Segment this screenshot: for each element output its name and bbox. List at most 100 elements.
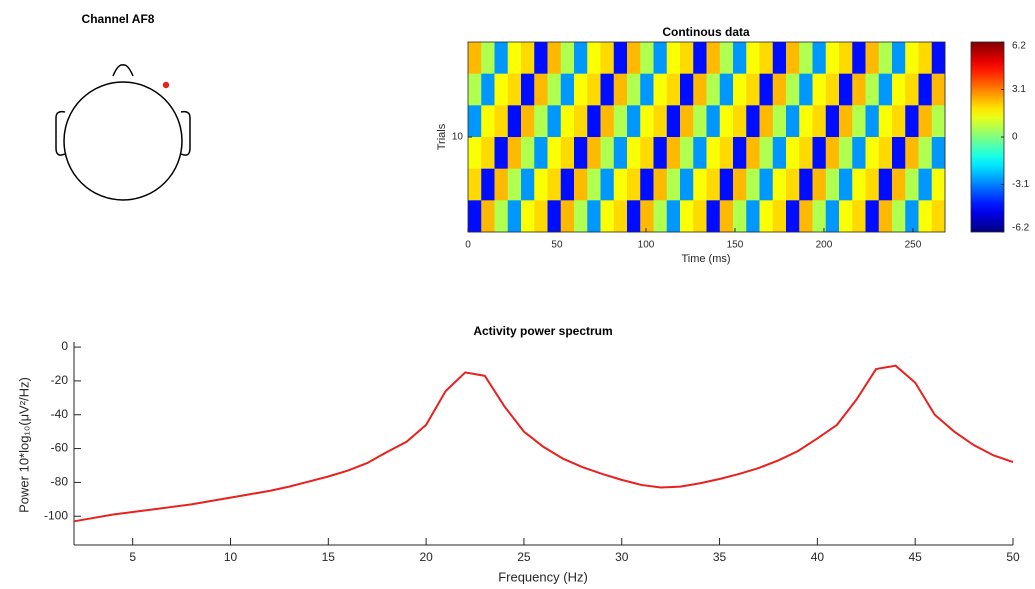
- heat-cell: [852, 200, 866, 233]
- heat-cell: [892, 42, 906, 74]
- x-tick-label: 150: [727, 240, 744, 251]
- y-tick-label: -80: [51, 475, 69, 489]
- heat-cell: [481, 73, 495, 106]
- heat-cell: [613, 105, 628, 138]
- heat-cell: [892, 137, 906, 169]
- heat-cell: [786, 200, 800, 233]
- heat-cell: [719, 168, 734, 201]
- heat-cell: [865, 105, 880, 138]
- heat-cell: [918, 73, 933, 106]
- heat-cell: [918, 200, 933, 233]
- heat-cell: [666, 137, 681, 169]
- heat-cell: [839, 200, 853, 233]
- heat-cell: [653, 73, 668, 106]
- topo-title: Channel AF8: [82, 12, 155, 26]
- heat-cell: [878, 137, 893, 169]
- heat-cell: [613, 137, 628, 169]
- heat-cell: [521, 137, 535, 169]
- heat-cell: [587, 42, 601, 74]
- heat-cell: [706, 42, 721, 74]
- heat-cell: [680, 42, 694, 74]
- x-tick-label: 200: [816, 240, 833, 251]
- heat-cell: [640, 137, 654, 169]
- colorbar-tick-label: 3.1: [1012, 84, 1026, 95]
- y-tick-label: 10: [452, 132, 464, 143]
- colorbar-tick-label: 6.2: [1012, 41, 1026, 52]
- x-tick-label: 10: [224, 550, 238, 564]
- heat-cell: [481, 168, 495, 201]
- heat-cell: [653, 168, 668, 201]
- heat-cell: [680, 105, 694, 138]
- heat-cell: [547, 105, 562, 138]
- heat-cell: [892, 200, 906, 233]
- heat-cell: [733, 73, 747, 106]
- heat-cell: [468, 168, 482, 201]
- heat-cell: [759, 73, 774, 106]
- heat-cell: [680, 168, 694, 201]
- heat-cell: [905, 137, 919, 169]
- heat-cell: [600, 168, 615, 201]
- heat-cell: [746, 42, 760, 74]
- heat-cell: [719, 137, 734, 169]
- x-tick-label: 20: [419, 550, 433, 564]
- heat-cell: [653, 42, 668, 74]
- heat-cell: [799, 105, 813, 138]
- heat-cell: [746, 73, 760, 106]
- y-tick-label: -100: [44, 508, 68, 522]
- heat-cell: [786, 168, 800, 201]
- x-tick-label: 50: [551, 240, 563, 251]
- heat-cell: [640, 200, 654, 233]
- x-tick-label: 30: [615, 550, 629, 564]
- heat-cell: [507, 168, 522, 201]
- heat-cell: [759, 42, 774, 74]
- heat-cell: [799, 73, 813, 106]
- heat-cell: [574, 200, 588, 233]
- heat-cell: [931, 168, 946, 201]
- heat-cell: [494, 73, 509, 106]
- heat-cell: [587, 105, 601, 138]
- heat-cell: [719, 42, 734, 74]
- heat-cell: [627, 42, 641, 74]
- heat-cell: [587, 137, 601, 169]
- heat-cell: [640, 105, 654, 138]
- heat-cell: [772, 42, 787, 74]
- heat-cell: [759, 105, 774, 138]
- heat-cell: [627, 73, 641, 106]
- heat-cell: [865, 73, 880, 106]
- heat-cell: [799, 137, 813, 169]
- line-xlabel: Frequency (Hz): [498, 569, 588, 584]
- line-ylabel: Power 10*log₁₀(μV²/Hz): [16, 377, 31, 513]
- heat-cell: [494, 105, 509, 138]
- heat-cell: [759, 168, 774, 201]
- heat-cell: [494, 168, 509, 201]
- heat-cell: [468, 42, 482, 74]
- heat-cell: [812, 73, 827, 106]
- heat-cell: [786, 73, 800, 106]
- heat-cell: [865, 200, 880, 233]
- heat-cell: [786, 105, 800, 138]
- colorbar-tick-label: -3.1: [1012, 179, 1030, 190]
- head: [55, 64, 191, 201]
- heat-cell: [521, 73, 535, 106]
- heatmap-title: Continous data: [662, 25, 750, 39]
- heat-cell: [680, 73, 694, 106]
- heat-cell: [600, 42, 615, 74]
- x-tick-label: 5: [129, 550, 136, 564]
- heat-cell: [521, 105, 535, 138]
- heat-cell: [733, 42, 747, 74]
- heat-cell: [852, 105, 866, 138]
- heat-cell: [613, 168, 628, 201]
- heat-cell: [733, 168, 747, 201]
- heat-cell: [772, 168, 787, 201]
- heat-cell: [918, 105, 933, 138]
- heat-cell: [666, 200, 681, 233]
- heat-cell: [627, 168, 641, 201]
- heat-cell: [878, 42, 893, 74]
- heat-cell: [825, 168, 840, 201]
- heat-cell: [812, 137, 827, 169]
- heat-cell: [547, 200, 562, 233]
- heat-cell: [706, 168, 721, 201]
- heat-cell: [892, 105, 906, 138]
- heat-cell: [468, 105, 482, 138]
- heat-cell: [772, 105, 787, 138]
